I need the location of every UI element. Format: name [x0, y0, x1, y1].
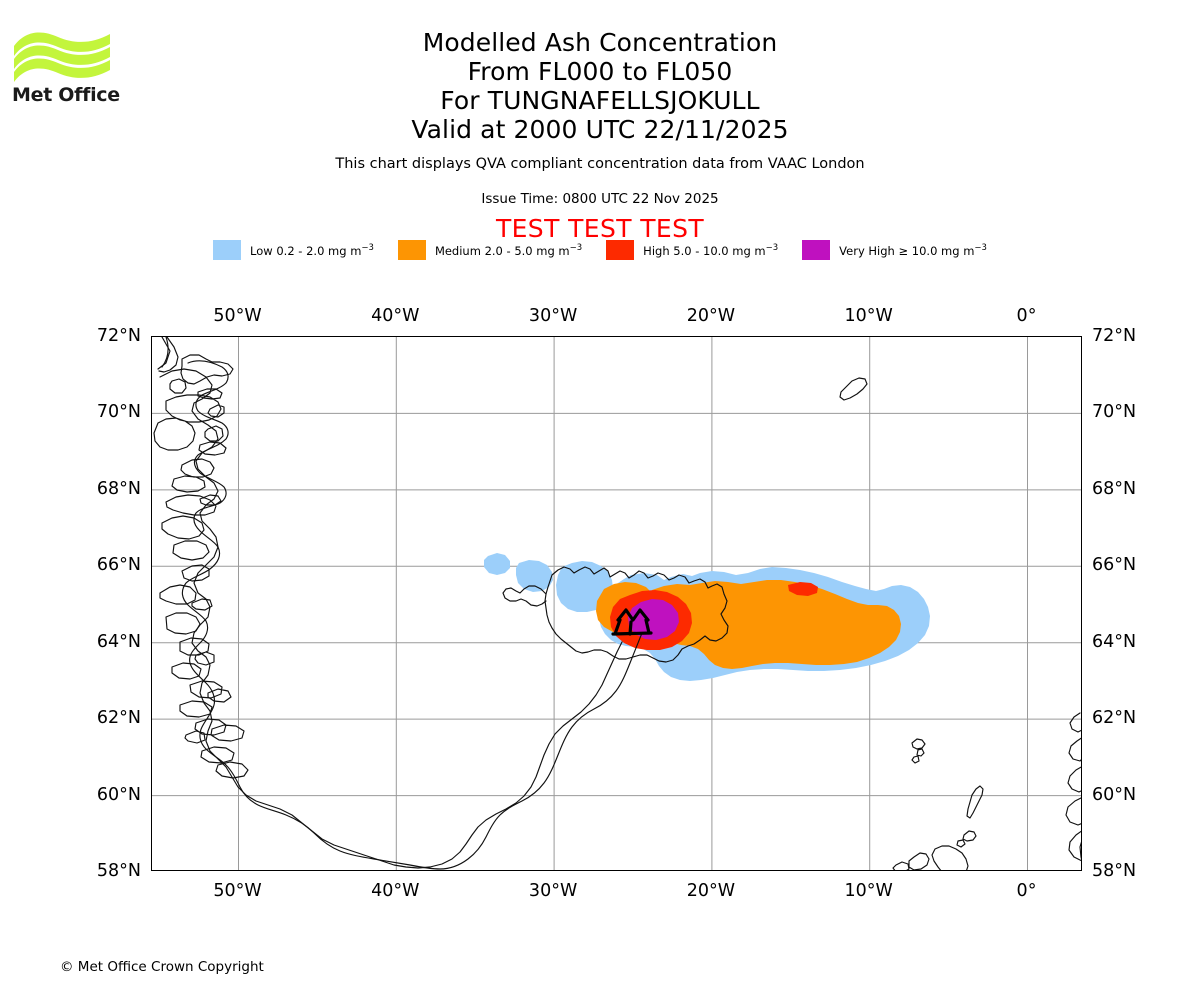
lat-tick-right-72N: 72°N	[1092, 326, 1137, 346]
lat-tick-right-60N: 60°N	[1092, 784, 1137, 805]
legend-item-very-high: Very High ≥ 10.0 mg m−3	[802, 240, 987, 260]
coastlines	[153, 337, 1081, 870]
lon-tick-bottom-40W: 40°W	[371, 881, 420, 901]
concentration-legend: Low 0.2 - 2.0 mg m−3 Medium 2.0 - 5.0 mg…	[0, 240, 1200, 260]
legend-swatch-medium	[397, 240, 426, 260]
lat-tick-left-68N: 68°N	[96, 478, 141, 499]
met-office-wordmark: Met Office	[12, 84, 120, 106]
legend-swatch-low	[213, 240, 242, 260]
lon-tick-top-0: 0°	[1016, 306, 1037, 326]
map-container[interactable]: 50°W 40°W 30°W 20°W 10°W 0° 50°W 40°W 30…	[97, 306, 1136, 901]
lon-tick-top-50W: 50°W	[213, 306, 262, 326]
title-valid-time: Valid at 2000 UTC 22/11/2025	[411, 115, 789, 144]
legend-label-high: High 5.0 - 10.0 mg m−3	[643, 242, 779, 258]
legend-label-medium: Medium 2.0 - 5.0 mg m−3	[434, 242, 583, 258]
lat-tick-left-70N: 70°N	[96, 402, 141, 423]
lat-tick-right-64N: 64°N	[1092, 631, 1137, 652]
lon-tick-bottom-0: 0°	[1016, 881, 1037, 901]
issue-time-text: Issue Time: 0800 UTC 22 Nov 2025	[481, 191, 719, 207]
lat-tick-left-66N: 66°N	[96, 555, 141, 576]
legend-swatch-high	[606, 240, 635, 260]
lon-tick-bottom-10W: 10°W	[844, 881, 893, 901]
lon-tick-top-40W: 40°W	[371, 306, 420, 326]
map-svg	[152, 337, 1081, 870]
scotland-coastline	[892, 845, 969, 870]
met-office-logo: Met Office	[12, 28, 132, 113]
lon-tick-bottom-30W: 30°W	[528, 881, 578, 901]
legend-swatch-very-high	[802, 240, 831, 260]
orkney-coastline	[956, 830, 977, 848]
greenland-coastline	[153, 337, 249, 779]
legend-item-high: High 5.0 - 10.0 mg m−3	[606, 240, 778, 260]
jan-mayen-coastline	[839, 377, 868, 401]
shetland-coastline	[966, 785, 984, 819]
legend-label-low: Low 0.2 - 2.0 mg m−3	[250, 242, 374, 258]
volcano-marker-icon	[611, 608, 653, 636]
lat-tick-left-64N: 64°N	[96, 631, 141, 652]
legend-item-low: Low 0.2 - 2.0 mg m−3	[213, 240, 374, 260]
met-office-waves-icon	[14, 32, 110, 82]
title-volcano-name: For TUNGNAFELLSJOKULL	[440, 86, 760, 115]
greenland-outline	[157, 337, 623, 869]
title-flight-levels: From FL000 to FL050	[467, 57, 733, 86]
iceland-westfjords	[502, 585, 547, 607]
chart-subtitle: This chart displays QVA compliant concen…	[335, 156, 865, 172]
faroe-islands-coastline	[911, 738, 926, 764]
lat-tick-right-62N: 62°N	[1092, 708, 1137, 729]
lon-tick-bottom-20W: 20°W	[686, 881, 736, 901]
lat-tick-right-70N: 70°N	[1092, 402, 1137, 423]
chart-title-block: Modelled Ash Concentration From FL000 to…	[0, 28, 1200, 144]
lat-tick-right-68N: 68°N	[1092, 478, 1137, 499]
iceland-coastline	[544, 566, 729, 663]
lon-tick-top-10W: 10°W	[844, 306, 893, 326]
lat-tick-left-60N: 60°N	[96, 784, 141, 805]
lon-tick-top-30W: 30°W	[528, 306, 578, 326]
test-banner: TEST TEST TEST	[495, 214, 705, 243]
map-plot-frame[interactable]	[151, 336, 1082, 871]
lat-tick-right-58N: 58°N	[1092, 861, 1137, 881]
page-title: Modelled Ash Concentration	[422, 28, 778, 57]
norway-coastline	[1065, 712, 1081, 862]
lon-tick-bottom-50W: 50°W	[213, 881, 262, 901]
lat-tick-left-62N: 62°N	[96, 708, 141, 729]
copyright-text: © Met Office Crown Copyright	[60, 959, 264, 975]
lon-tick-top-20W: 20°W	[686, 306, 736, 326]
lat-tick-right-66N: 66°N	[1092, 555, 1137, 576]
legend-label-very-high: Very High ≥ 10.0 mg m−3	[839, 242, 987, 258]
legend-item-medium: Medium 2.0 - 5.0 mg m−3	[397, 240, 583, 260]
lat-tick-left-72N: 72°N	[96, 326, 141, 346]
lat-tick-left-58N: 58°N	[96, 861, 141, 881]
